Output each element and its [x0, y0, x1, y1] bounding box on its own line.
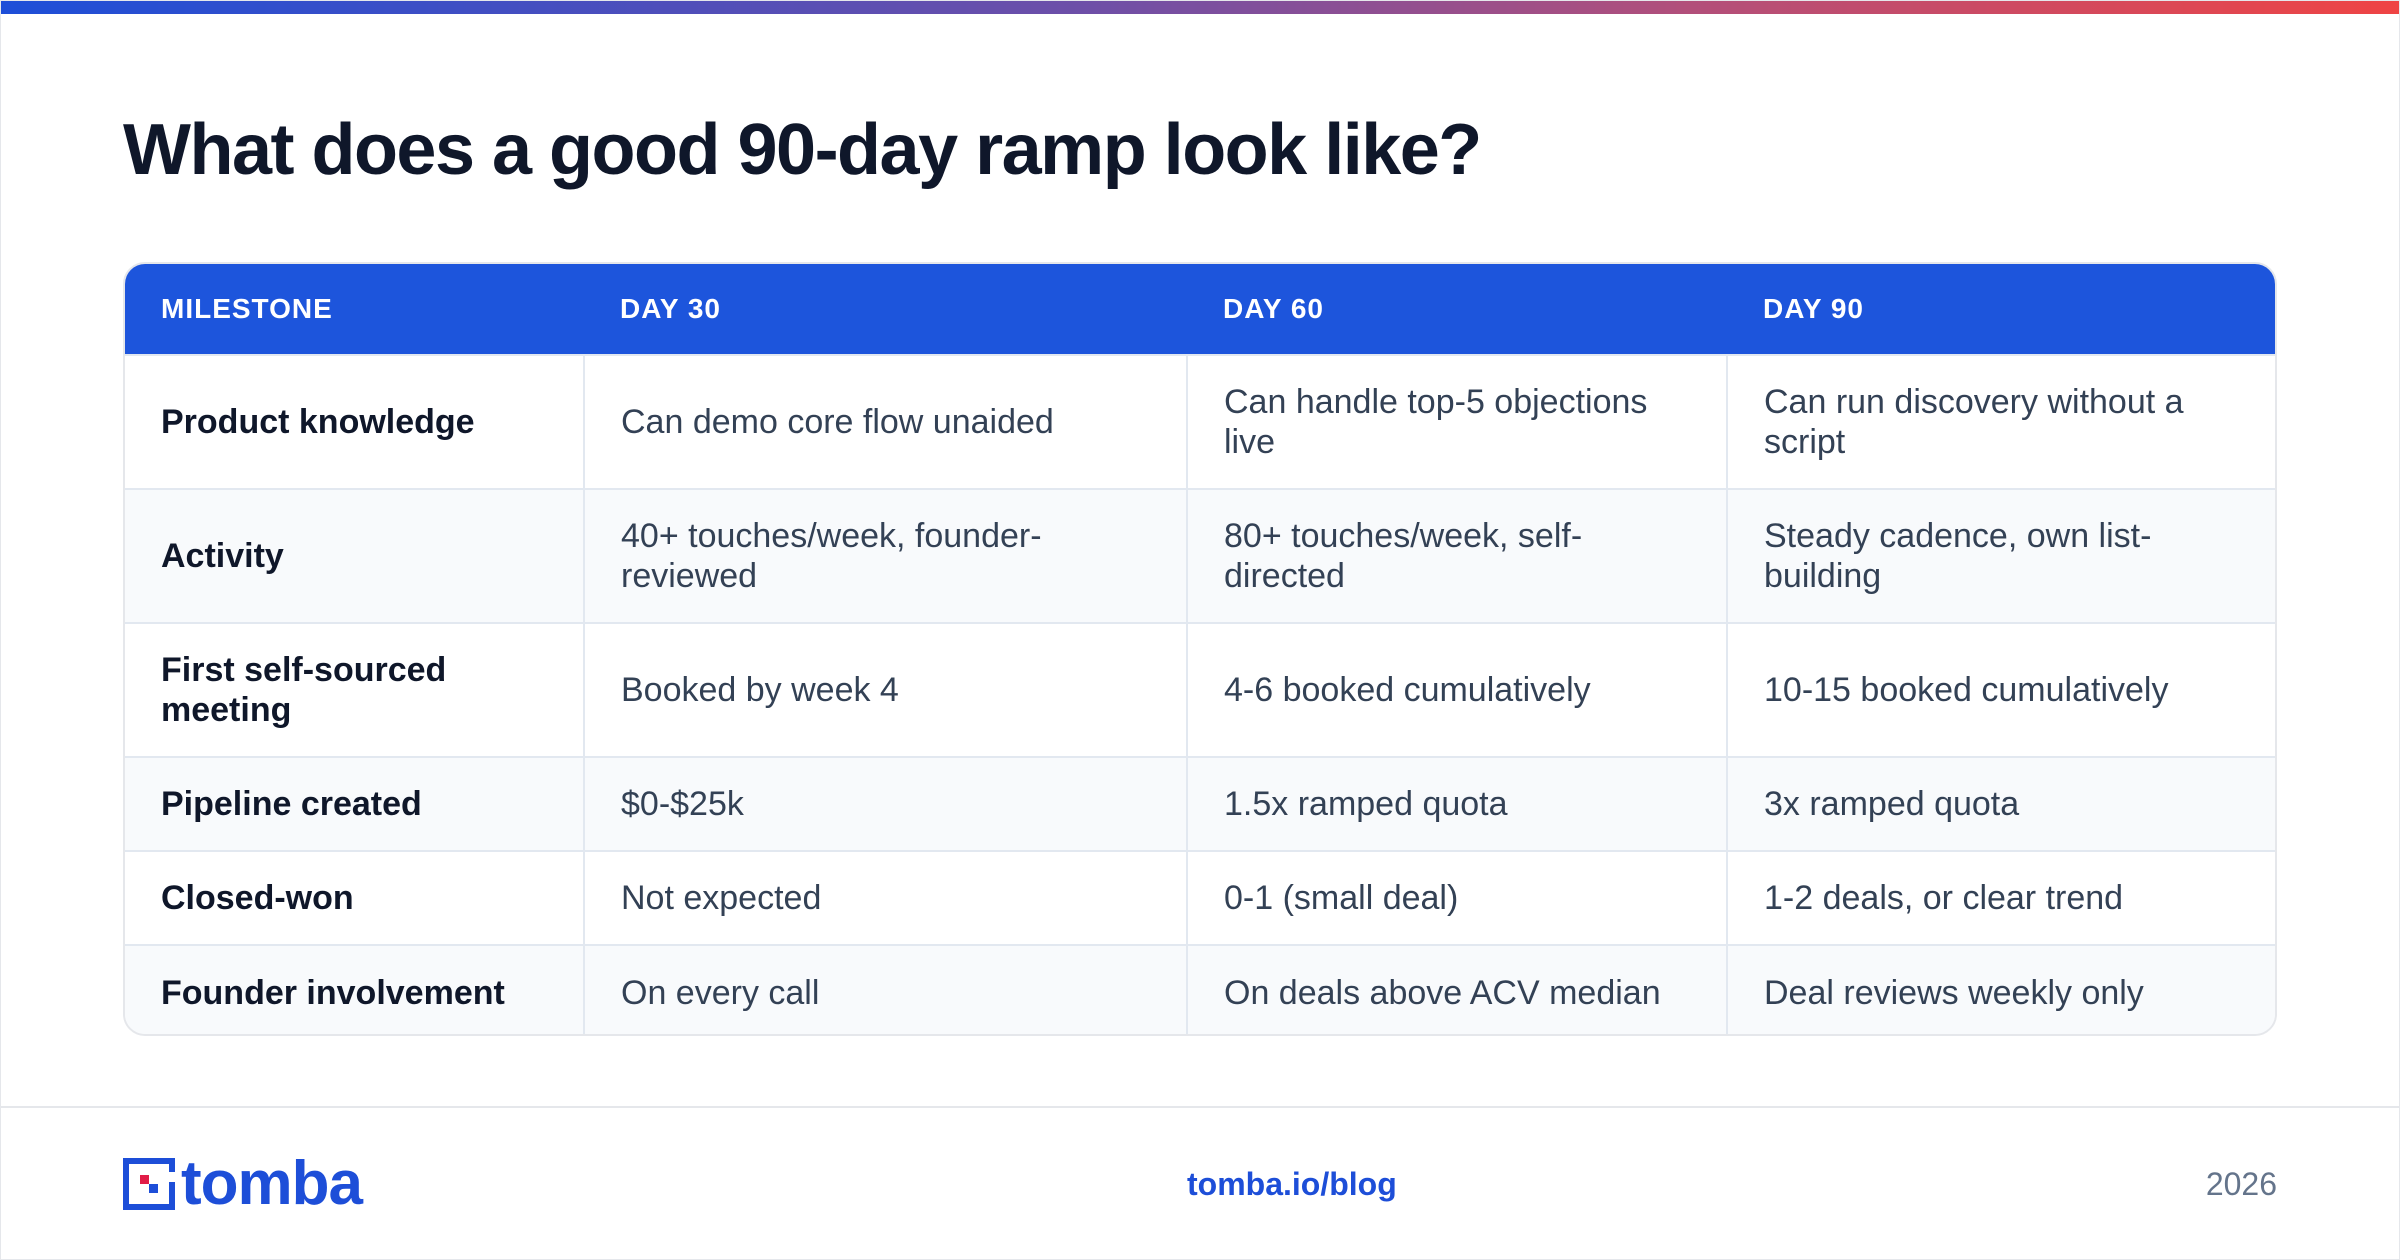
tomba-logo-icon: [123, 1158, 175, 1210]
row-label: Pipeline created: [125, 756, 584, 851]
table-row: Closed-won Not expected 0-1 (small deal)…: [125, 850, 2275, 945]
table-row: Pipeline created $0-$25k 1.5x ramped quo…: [125, 756, 2275, 851]
row-label: Activity: [125, 488, 584, 623]
cell-day-30: $0-$25k: [583, 756, 1187, 851]
cell-day-60: 4-6 booked cumulatively: [1186, 622, 1727, 757]
blog-link[interactable]: tomba.io/blog: [1187, 1166, 1397, 1202]
footer-divider: [1, 1106, 2399, 1108]
cell-day-90: Can run discovery without a script: [1726, 354, 2275, 489]
table-header-row: MILESTONE DAY 30 DAY 60 DAY 90: [125, 264, 2275, 355]
cell-day-30: Booked by week 4: [583, 622, 1187, 757]
header-milestone: MILESTONE: [125, 264, 584, 355]
cell-day-90: 3x ramped quota: [1726, 756, 2275, 851]
table-row: Product knowledge Can demo core flow una…: [125, 354, 2275, 489]
row-label: Founder involvement: [125, 944, 584, 1034]
footer-year: 2026: [2205, 1166, 2277, 1202]
cell-day-90: Steady cadence, own list-building: [1726, 488, 2275, 623]
cell-day-30: On every call: [583, 944, 1187, 1034]
cell-day-90: 10-15 booked cumulatively: [1726, 622, 2275, 757]
cell-day-60: 80+ touches/week, self-directed: [1186, 488, 1727, 623]
tomba-logo[interactable]: tomba: [123, 1149, 363, 1218]
ramp-table: MILESTONE DAY 30 DAY 60 DAY 90 Product k…: [125, 264, 2275, 1034]
header-day-90: DAY 90: [1727, 264, 2275, 355]
cell-day-60: Can handle top-5 objections live: [1186, 354, 1727, 489]
cell-day-30: Can demo core flow unaided: [583, 354, 1187, 489]
header-day-30: DAY 30: [584, 264, 1187, 355]
cell-day-60: 0-1 (small deal): [1186, 850, 1727, 945]
gradient-top-bar: [1, 1, 2399, 14]
table-row: Founder involvement On every call On dea…: [125, 944, 2275, 1034]
cell-day-90: 1-2 deals, or clear trend: [1726, 850, 2275, 945]
table-row: Activity 40+ touches/week, founder-revie…: [125, 488, 2275, 623]
cell-day-90: Deal reviews weekly only: [1726, 944, 2275, 1034]
header-day-60: DAY 60: [1187, 264, 1727, 355]
page-title: What does a good 90-day ramp look like?: [123, 110, 1482, 190]
cell-day-60: On deals above ACV median: [1186, 944, 1727, 1034]
cell-day-30: Not expected: [583, 850, 1187, 945]
row-label: Product knowledge: [125, 354, 584, 489]
cell-day-30: 40+ touches/week, founder-reviewed: [583, 488, 1187, 623]
logo-wordmark: tomba: [181, 1149, 363, 1218]
row-label: Closed-won: [125, 850, 584, 945]
cell-day-60: 1.5x ramped quota: [1186, 756, 1727, 851]
row-label: First self-sourced meeting: [125, 622, 584, 757]
ramp-table-container: MILESTONE DAY 30 DAY 60 DAY 90 Product k…: [123, 262, 2277, 1036]
table-row: First self-sourced meeting Booked by wee…: [125, 622, 2275, 757]
